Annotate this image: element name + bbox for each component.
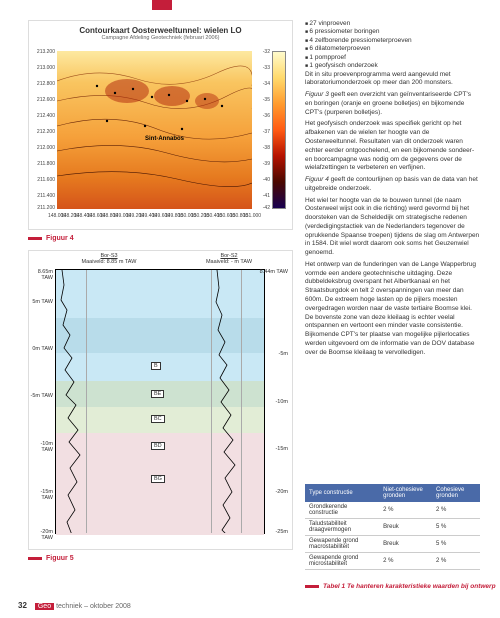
table-row: Taludstabiliteit draagvermogenBreuk5 %	[305, 519, 480, 536]
paragraph: Dit in situ proevenprogramma werd aangev…	[305, 71, 480, 89]
figure-4-ytick: 211.800	[29, 161, 55, 167]
figure-5-ytick-l: 8.65m TAW	[29, 269, 53, 281]
band-label: BG	[151, 475, 165, 483]
figure-4-ytick: 213.200	[29, 49, 55, 55]
right-column: 27 vinproeven 6 pressiometer boringen 4 …	[305, 20, 480, 360]
figure-4-xtick: 151.000	[243, 213, 261, 219]
figure-5-divider	[211, 270, 212, 533]
figure-mark-icon	[28, 557, 42, 560]
table-row: Gewapende grond microstabiliteit2 %2 %	[305, 553, 480, 570]
table-header: Type constructie	[305, 484, 379, 502]
figure-5-ytick-l: -20m TAW	[29, 529, 53, 541]
list-item: 6 pressiometer boringen	[305, 28, 480, 36]
contour-area: Sint-Annabos	[57, 51, 252, 209]
contour-lines	[57, 51, 252, 209]
footer-brand: Geo	[35, 603, 54, 610]
table-header: Niet-cohesieve gronden	[379, 484, 432, 502]
figure-4-title: Contourkaart Oosterweeltunnel: wielen LO	[34, 26, 287, 35]
figure-5: Bor-S3 Maaiveld: 8.85 m TAW Bor-S2 Maaiv…	[28, 250, 293, 550]
band-label: BC	[151, 415, 165, 423]
figure-5-body: B BE BC BD BG	[55, 269, 265, 534]
table-row: Grondkerende constructie2 %2 %	[305, 502, 480, 519]
figure-5-left-header: Bor-S3 Maaiveld: 8.85 m TAW	[69, 253, 149, 265]
left-column: Contourkaart Oosterweeltunnel: wielen LO…	[28, 20, 293, 562]
figure-4-annotation: Sint-Annabos	[145, 136, 184, 142]
legend-tick: -38	[256, 145, 270, 151]
figure-5-ytick-l: -10m TAW	[29, 441, 53, 453]
figure-4-subtitle: Campagne Afdeling Geotechniek (februari …	[34, 35, 287, 41]
figure-4-ytick: 212.800	[29, 81, 55, 87]
table-1: Type constructie Niet-cohesieve gronden …	[305, 484, 480, 570]
list-item: 4 zelfborende pressiometerproeven	[305, 37, 480, 45]
paragraph: Het wiel ter hoogte van de te bouwen tun…	[305, 197, 480, 258]
table-mark-icon	[305, 585, 319, 588]
table-header: Cohesieve gronden	[432, 484, 480, 502]
figure-5-ytick-l: -5m TAW	[29, 393, 53, 399]
list-item: 27 vinproeven	[305, 20, 480, 28]
legend-tick: -35	[256, 97, 270, 103]
legend-tick: -33	[256, 65, 270, 71]
figure-5-label: Figuur 5	[28, 555, 293, 562]
table-1-caption: Tabel 1 Te hanteren karakteristieke waar…	[305, 583, 496, 590]
figure-5-ytick-r: -5m	[279, 351, 288, 357]
figure-5-ytick-l: -15m TAW	[29, 489, 53, 501]
figure-4-ytick: 211.600	[29, 177, 55, 183]
legend-tick: -40	[256, 177, 270, 183]
figure-5-ytick-r: 8.44m TAW	[260, 269, 288, 275]
figure-4-ytick: 212.000	[29, 145, 55, 151]
list-item: 6 dilatometerproeven	[305, 45, 480, 53]
figure-4-ytick: 211.200	[29, 205, 55, 211]
legend-tick: -37	[256, 129, 270, 135]
figure-5-ytick-r: -25m	[275, 529, 288, 535]
bullet-list: 27 vinproeven 6 pressiometer boringen 4 …	[305, 20, 480, 71]
legend-tick: -32	[256, 49, 270, 55]
figure-5-ytick-r: -20m	[275, 489, 288, 495]
figure-4-ytick: 212.600	[29, 97, 55, 103]
page-number: 32	[18, 601, 27, 610]
table-header-row: Type constructie Niet-cohesieve gronden …	[305, 484, 480, 502]
figure-5-divider	[86, 270, 87, 533]
figure-5-cpt-curve-left	[58, 270, 84, 533]
figure-4-ytick: 212.200	[29, 129, 55, 135]
figure-4-ytick: 211.400	[29, 193, 55, 199]
list-item: 1 geofysisch onderzoek	[305, 62, 480, 70]
figure-4-legend-bar	[272, 51, 286, 209]
legend-tick: -42	[256, 205, 270, 211]
top-red-tab	[152, 0, 172, 10]
legend-tick: -39	[256, 161, 270, 167]
legend-tick: -34	[256, 81, 270, 87]
page: Contourkaart Oosterweeltunnel: wielen LO…	[0, 0, 500, 618]
legend-tick: -41	[256, 193, 270, 199]
figure-5-divider	[241, 270, 242, 533]
paragraph: Figuur 3 geeft een overzicht van geïnven…	[305, 91, 480, 117]
band-label: BD	[151, 442, 165, 450]
paragraph: Het geofysisch onderzoek was specifiek g…	[305, 120, 480, 173]
figure-mark-icon	[28, 237, 42, 240]
band-label: B	[151, 362, 161, 370]
figure-5-ytick-l: 5m TAW	[29, 299, 53, 305]
paragraph: Figuur 4 geeft de contourlijnen op basis…	[305, 176, 480, 194]
figure-4-ytick: 213.000	[29, 65, 55, 71]
legend-tick: -36	[256, 113, 270, 119]
figure-4-label: Figuur 4	[28, 235, 293, 242]
list-item: 1 pompproef	[305, 54, 480, 62]
figure-5-ytick-r: -15m	[275, 446, 288, 452]
figure-4-ytick: 212.400	[29, 113, 55, 119]
figure-5-ytick-r: -10m	[275, 399, 288, 405]
figure-5-cpt-curve-right	[214, 270, 240, 533]
figure-4: Contourkaart Oosterweeltunnel: wielen LO…	[28, 20, 293, 230]
figure-5-ytick-l: 0m TAW	[29, 346, 53, 352]
paragraph: Het ontwerp van de funderingen van de La…	[305, 261, 480, 357]
page-footer: 32 Geotechniek – oktober 2008	[18, 601, 131, 610]
footer-text: techniek – oktober 2008	[56, 603, 131, 610]
table-row: Gewapende grond macrostabiliteitBreuk5 %	[305, 536, 480, 553]
band-label: BE	[151, 390, 164, 398]
figure-5-right-header: Bor-S2 Maaiveld: - m TAW	[189, 253, 269, 265]
